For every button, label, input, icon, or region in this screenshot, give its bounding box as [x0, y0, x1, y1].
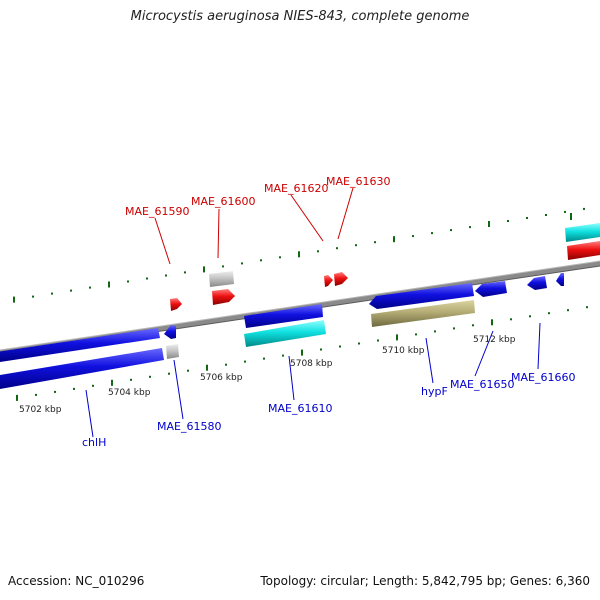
gene-bars-lane2 [0, 300, 475, 389]
label-mae-61620: MAE_61620 [264, 182, 328, 195]
gene-mae-61650 [475, 281, 507, 297]
forward-label-leaders [154, 187, 354, 265]
gene-mae-61590 [170, 298, 182, 311]
gene-arrows-reverse [0, 273, 564, 362]
label-mae-61600: MAE_61600 [191, 195, 255, 208]
gene-mae-61600 [212, 289, 235, 305]
gene-mae-61620 [324, 275, 333, 287]
label-mae-61580: MAE_61580 [157, 420, 221, 433]
gene-arrows-forward [170, 223, 600, 311]
label-mae-61590: MAE_61590 [125, 205, 189, 218]
label-hypf: hypF [421, 385, 448, 398]
gene-cyan-right [565, 223, 600, 242]
label-mae-61650: MAE_61650 [450, 378, 514, 391]
gene-chlH-lane2 [0, 348, 164, 389]
genome-summary-text: Topology: circular; Length: 5,842,795 bp… [260, 574, 590, 588]
reverse-label-leaders [85, 322, 541, 438]
forward-strand-track [13, 207, 585, 303]
gene-mae-61580 [164, 325, 176, 339]
label-mae-61660: MAE_61660 [511, 371, 575, 384]
label-mae-61630: MAE_61630 [326, 175, 390, 188]
gene-hypf [369, 283, 474, 309]
label-mae-61610: MAE_61610 [268, 402, 332, 415]
scale-label-5706: 5706 kbp [200, 373, 243, 383]
scale-label-5704: 5704 kbp [108, 388, 151, 398]
scale-label-5708: 5708 kbp [290, 359, 333, 369]
gene-mae-61600-grey [209, 271, 234, 287]
genome-title: Microcystis aeruginosa NIES-843, complet… [130, 9, 470, 24]
gene-grey-small [166, 344, 179, 359]
gene-mae-61630 [334, 272, 348, 286]
gene-mae-61660 [527, 276, 547, 290]
gene-olive-bar [371, 300, 475, 327]
scale-label-5710: 5710 kbp [382, 346, 425, 356]
label-chlh: chlH [82, 436, 106, 449]
gene-chlH [0, 328, 160, 362]
scale-label-5712: 5712 kbp [473, 335, 516, 345]
scale-label-5702: 5702 kbp [19, 405, 62, 415]
gene-cyan-bar [244, 320, 326, 347]
reverse-strand-track [16, 306, 588, 401]
gene-red-right [567, 241, 600, 260]
accession-text: Accession: NC_010296 [8, 574, 145, 588]
gene-mae-61610 [244, 304, 323, 328]
gene-small-blue [556, 273, 564, 286]
